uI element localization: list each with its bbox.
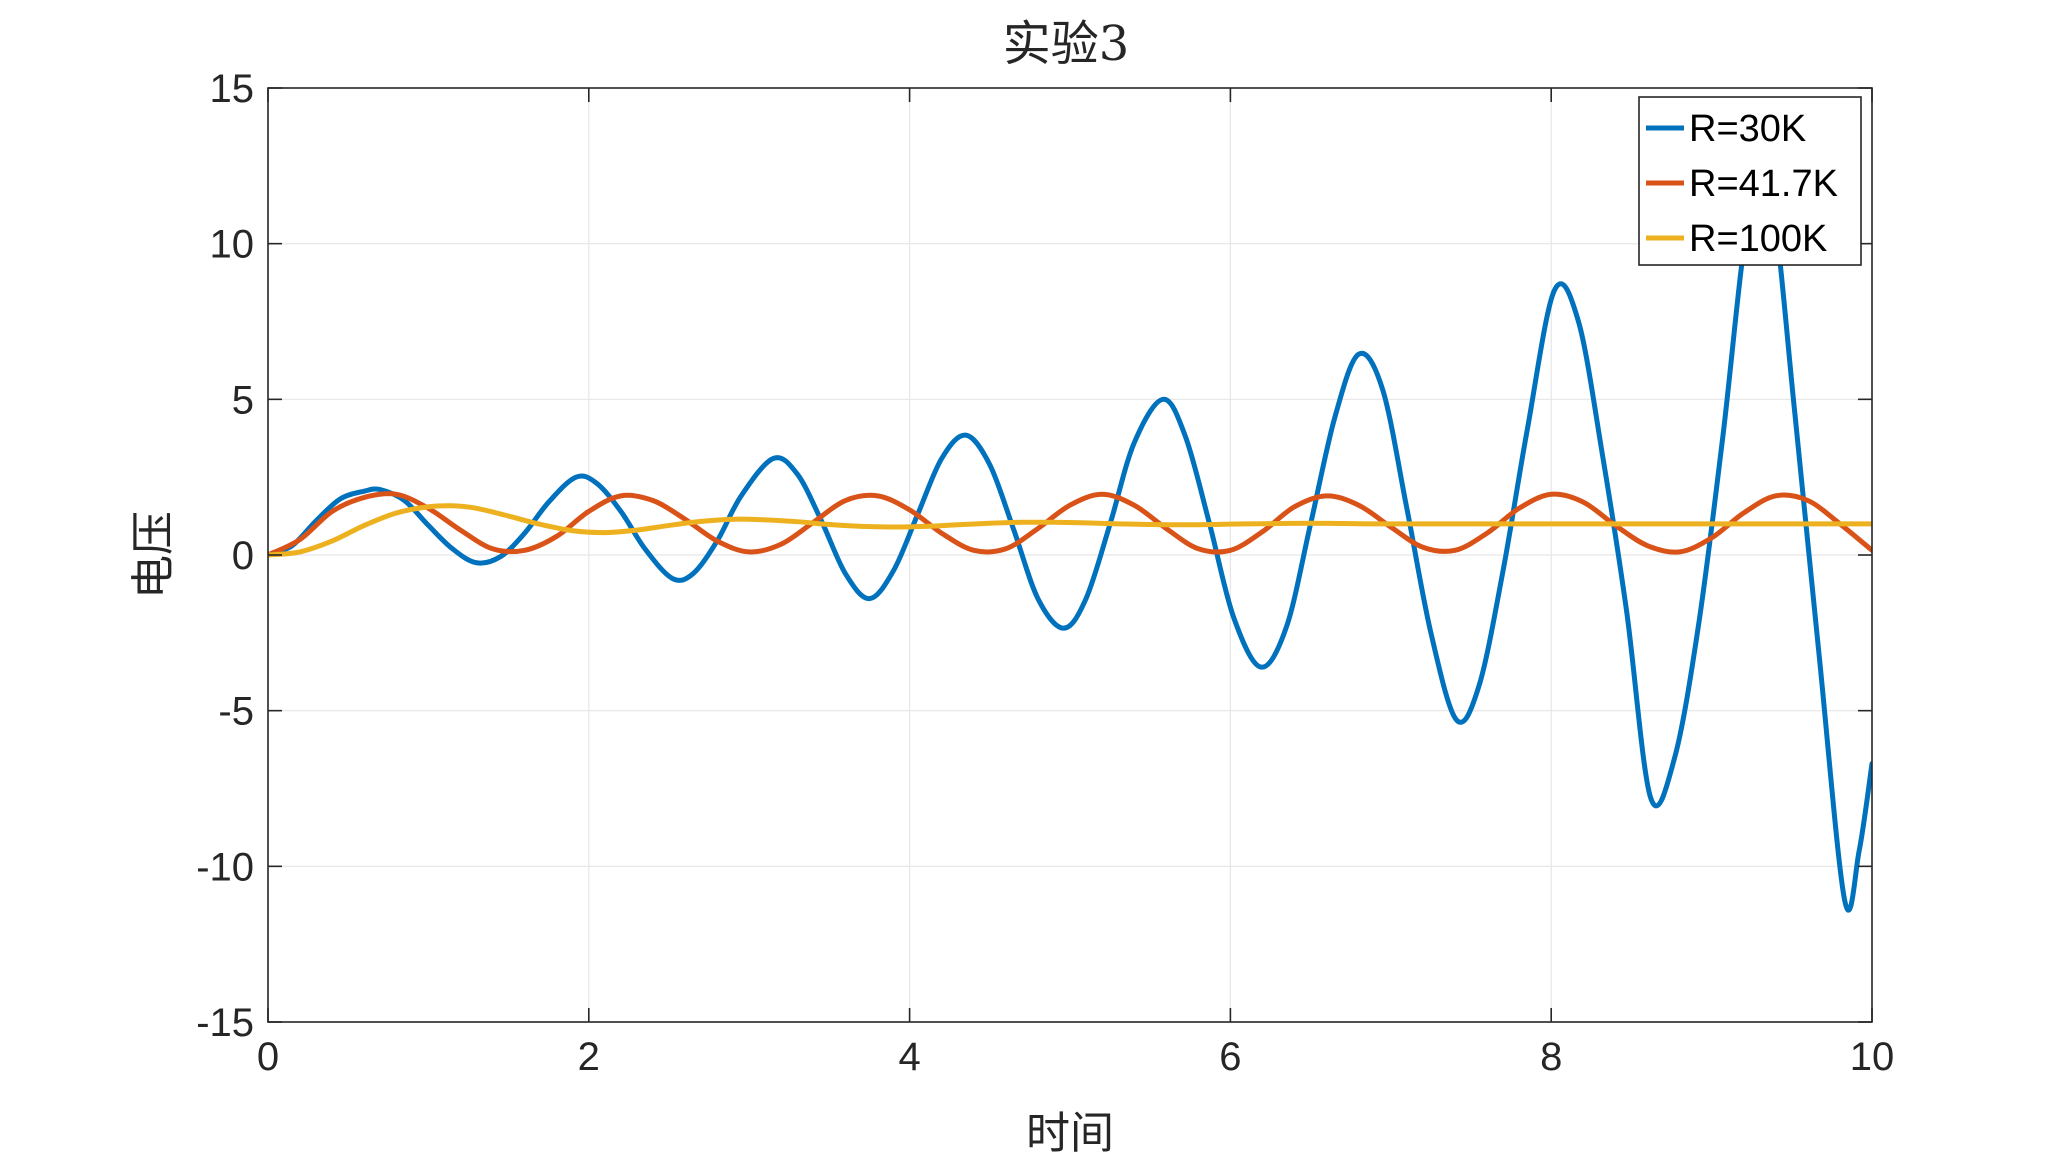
series-line-3 <box>268 503 1872 558</box>
series-line-2 <box>268 491 1872 558</box>
y-tick-label: -15 <box>196 1001 254 1045</box>
y-tick-label: -10 <box>196 845 254 889</box>
y-tick-label: 0 <box>232 534 254 578</box>
series-lines <box>268 176 1872 913</box>
legend-label-2: R=41.7K <box>1689 163 1838 205</box>
axis-ticks: 0 2 4 6 8 10 -15 -10 -5 0 5 10 15 <box>196 67 1894 1079</box>
x-tick-label: 0 <box>257 1035 279 1079</box>
x-tick-label: 2 <box>578 1035 600 1079</box>
y-tick-label: 5 <box>232 378 254 422</box>
x-tick-label: 8 <box>1540 1035 1562 1079</box>
x-tick-label: 4 <box>898 1035 920 1079</box>
legend-label-3: R=100K <box>1689 218 1827 260</box>
chart-title: 实验3 <box>1003 16 1130 72</box>
y-axis-label: 电压 <box>128 511 179 599</box>
x-axis-label: 时间 <box>1026 1108 1114 1152</box>
x-tick-label: 10 <box>1850 1035 1895 1079</box>
y-tick-label: 10 <box>210 223 255 267</box>
legend: R=30K R=41.7K R=100K <box>1638 96 1862 266</box>
legend-label-1: R=30K <box>1689 108 1806 150</box>
x-tick-label: 6 <box>1219 1035 1241 1079</box>
y-tick-label: 15 <box>210 67 255 111</box>
y-tick-label: -5 <box>218 690 254 734</box>
series-line-1 <box>268 176 1872 913</box>
